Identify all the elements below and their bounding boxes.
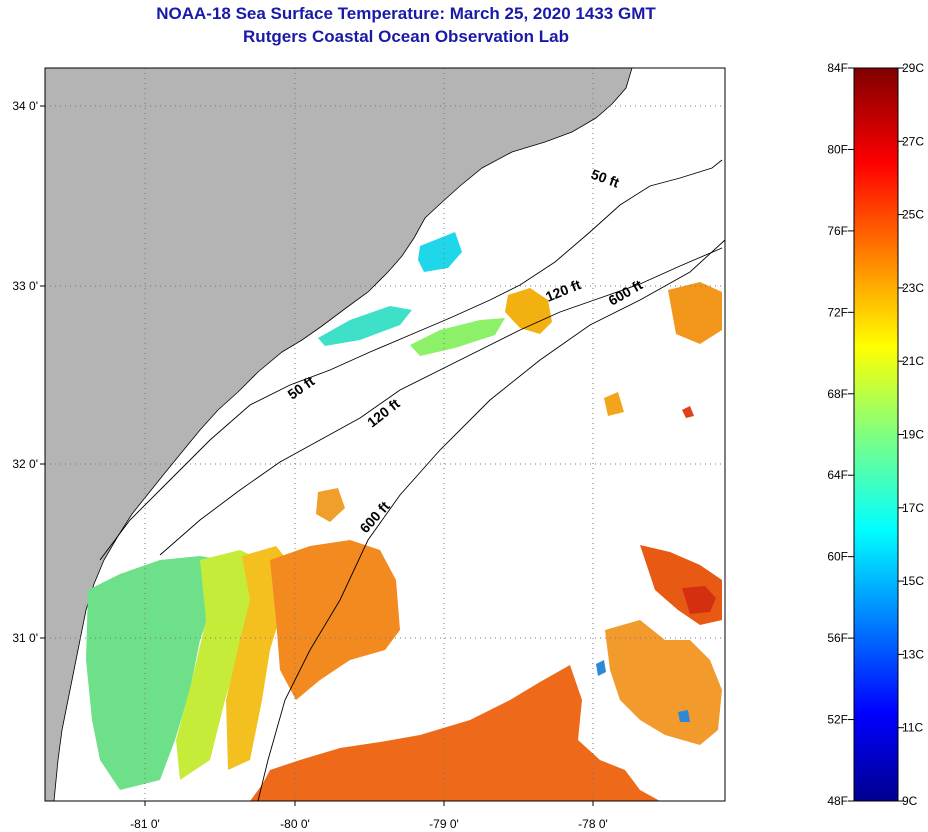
colorbar-label-celsius: 27C	[902, 134, 924, 148]
colorbar-label-fahrenheit: 64F	[827, 468, 848, 482]
colorbar-label-fahrenheit: 60F	[827, 550, 848, 564]
colorbar-label-fahrenheit: 76F	[827, 224, 848, 238]
colorbar: 84F 80F 76F 72F 68F 64F 60F 56F 52F 48F 29C 27C 25C 2…	[827, 61, 924, 808]
contour-600ft	[257, 239, 725, 801]
colorbar-label-fahrenheit: 72F	[827, 305, 848, 319]
colorbar-label-fahrenheit: 56F	[827, 631, 848, 645]
colorbar-label-celsius: 23C	[902, 281, 924, 295]
colorbar-label-celsius: 15C	[902, 574, 924, 588]
lon-tick-label: -79 0'	[429, 817, 459, 831]
colorbar-label-celsius: 19C	[902, 428, 924, 442]
contour-50ft	[99, 159, 723, 561]
lon-tick-label: -81 0'	[130, 817, 160, 831]
colorbar-label-fahrenheit: 84F	[827, 61, 848, 75]
lon-tick-label: -80 0'	[280, 817, 310, 831]
map-frame	[44, 67, 726, 802]
lat-tick-label: 33 0'	[12, 279, 38, 293]
lon-tick-label: -78 0'	[578, 817, 608, 831]
colorbar-label-fahrenheit: 68F	[827, 387, 848, 401]
depth-contours	[99, 159, 725, 801]
colorbar-label-fahrenheit: 80F	[827, 142, 848, 156]
lat-tick-label: 32 0'	[12, 457, 38, 471]
colorbar-label-celsius: 11C	[902, 721, 923, 735]
colorbar-label-fahrenheit: 48F	[827, 794, 848, 808]
colorbar-label-celsius: 9C	[902, 794, 918, 808]
map-title: NOAA-18 Sea Surface Temperature: March 2…	[156, 4, 656, 23]
lat-tick-label: 31 0'	[12, 631, 38, 645]
graticule	[45, 68, 725, 801]
colorbar-label-celsius: 25C	[902, 208, 924, 222]
map-panel: 50 ft 50 ft 120 ft 120 ft 600 ft 600 ft	[45, 68, 725, 801]
contour-120ft	[159, 247, 723, 556]
axis-ticks	[40, 105, 594, 806]
lat-tick-label: 34 0'	[12, 99, 38, 113]
colorbar-label-celsius: 13C	[902, 647, 924, 661]
map-subtitle: Rutgers Coastal Ocean Observation Lab	[243, 27, 569, 46]
colorbar-label-fahrenheit: 52F	[827, 713, 848, 727]
land-mass	[45, 68, 633, 801]
sst-patches	[86, 232, 722, 801]
colorbar-label-celsius: 29C	[902, 61, 924, 75]
colorbar-label-celsius: 17C	[902, 501, 924, 515]
colorbar-gradient	[853, 67, 899, 802]
colorbar-label-celsius: 21C	[902, 354, 924, 368]
